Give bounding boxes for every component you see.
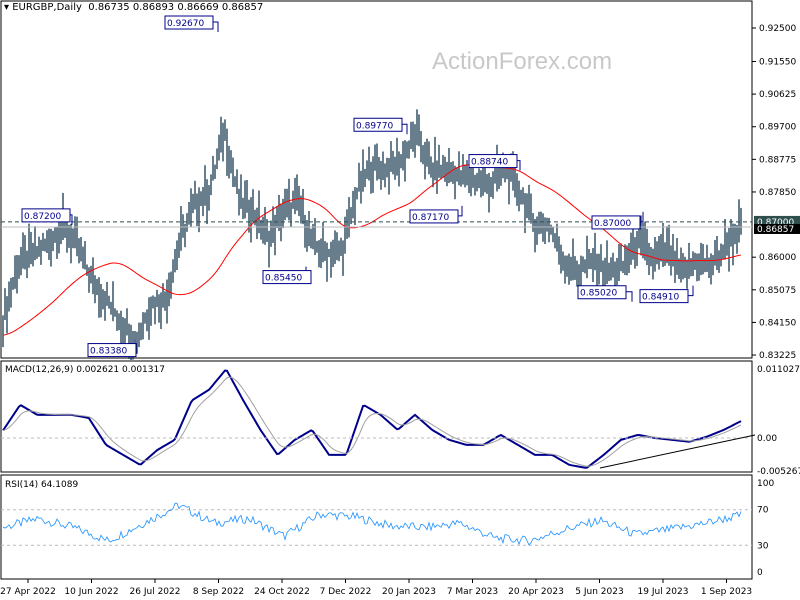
price-tick-label: 0.89700: [759, 123, 796, 133]
price-tick-label: 0.88775: [759, 155, 796, 165]
price-panel: [0, 0, 753, 359]
swing-label-box: [577, 285, 627, 300]
macd-tick-label: -0.005267: [757, 467, 800, 477]
swing-label-connector: [640, 211, 644, 223]
price-tick-label: 0.84150: [759, 318, 796, 328]
swing-label-connector: [458, 205, 463, 217]
macd-panel: [0, 360, 753, 473]
price-tag: [754, 223, 800, 234]
chart-header: ▾ EURGBP,Daily 0.86735 0.86893 0.86669 0…: [4, 2, 264, 13]
swing-label-connector: [213, 21, 219, 33]
price-tick-label: 0.87850: [759, 188, 796, 198]
swing-label-box: [468, 154, 518, 169]
swing-label: 0.87170: [412, 213, 449, 223]
date-tick-label: 26 Jul 2022: [130, 587, 181, 597]
rsi-tick-label: 100: [757, 479, 774, 489]
level-tag-label: 0.87000: [757, 218, 794, 228]
swing-label: 0.89770: [356, 121, 393, 131]
ohlc-readout: 0.86735 0.86893 0.86669 0.86857: [88, 2, 264, 13]
date-tick-label: 20 Jan 2023: [382, 587, 436, 597]
date-tick-label: 24 Oct 2022: [254, 587, 310, 597]
swing-label: 0.84910: [642, 293, 679, 303]
swing-label-box: [262, 270, 312, 285]
swing-label-box: [409, 209, 459, 224]
date-tick-label: 19 Jul 2023: [638, 587, 689, 597]
price-tick-label: 0.83225: [759, 351, 796, 361]
price-tick-label: 0.91550: [759, 57, 796, 67]
swing-label: 0.92670: [167, 19, 204, 29]
rsi-tick-label: 0: [757, 568, 763, 578]
macd-signal-line: [2, 376, 742, 467]
symbol-label: EURGBP,Daily: [12, 2, 82, 13]
macd-tick-label: 0.011027: [757, 365, 800, 375]
swing-label-box: [591, 215, 641, 230]
date-tick-label: 7 Mar 2023: [447, 587, 498, 597]
date-tick-label: 8 Sep 2022: [193, 587, 244, 597]
swing-label-connector: [70, 214, 73, 225]
macd-trendline: [599, 434, 756, 469]
price-tick-label: 0.86000: [759, 253, 796, 263]
swing-label-box: [87, 343, 137, 358]
rsi-title: RSI(14) 64.1089: [5, 480, 79, 490]
rsi-tick-label: 70: [757, 506, 769, 516]
swing-label: 0.87000: [594, 219, 631, 229]
swing-label-box: [21, 208, 71, 223]
rsi-line: [2, 502, 742, 546]
swing-label-connector: [517, 160, 521, 171]
swing-label-box: [639, 289, 689, 304]
sma-line: [2, 164, 742, 336]
date-tick-label: 7 Dec 2022: [320, 587, 372, 597]
swing-label: 0.88740: [471, 158, 508, 168]
date-tick-label: 20 Apr 2023: [508, 587, 564, 597]
macd-line: [2, 369, 742, 469]
price-tick-label: 0.85075: [759, 286, 796, 296]
swing-label-connector: [688, 285, 694, 297]
date-tick-label: 5 Jun 2023: [575, 587, 623, 597]
swing-label-box: [164, 15, 214, 30]
swing-label-connector: [626, 291, 633, 302]
swing-label: 0.85450: [265, 274, 302, 284]
price-bars: [2, 109, 742, 361]
price-tick-label: 0.90625: [759, 90, 796, 100]
swing-label: 0.87200: [24, 212, 61, 222]
rsi-panel: [0, 474, 753, 580]
date-tick-label: 1 Sep 2023: [701, 587, 752, 597]
level-tag: [754, 215, 800, 227]
price-tag-label: 0.86857: [757, 225, 794, 235]
swing-label: 0.83380: [90, 347, 127, 357]
swing-label: 0.85020: [580, 289, 617, 299]
date-tick-label: 10 Jun 2022: [64, 587, 118, 597]
rsi-tick-label: 30: [757, 541, 769, 551]
macd-tick-label: 0.00: [757, 434, 777, 444]
swing-label-connector: [402, 123, 408, 135]
date-tick-label: 27 Apr 2022: [0, 587, 56, 597]
price-tick-label: 0.92500: [759, 24, 796, 34]
watermark: ActionForex.com: [432, 48, 613, 75]
macd-title: MACD(12,26,9) 0.002621 0.001317: [5, 365, 165, 375]
swing-label-box: [353, 117, 403, 132]
